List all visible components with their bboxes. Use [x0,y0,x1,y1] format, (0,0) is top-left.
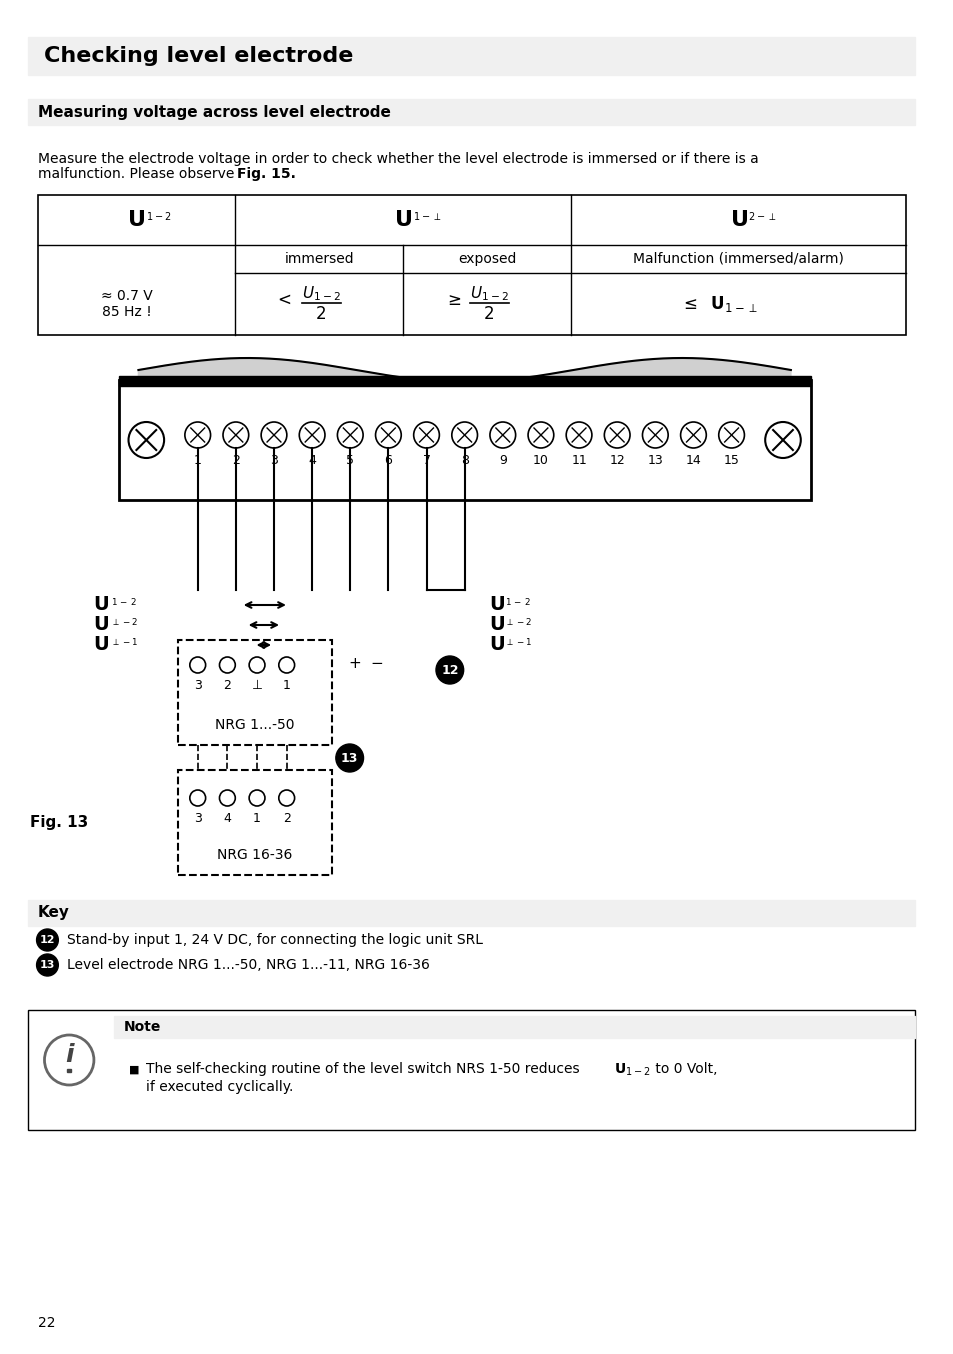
Bar [67,1070,71,1072]
Text: Fig. 13: Fig. 13 [30,815,88,830]
Text: Level electrode NRG 1...-50, NRG 1...-11, NRG 16-36: Level electrode NRG 1...-50, NRG 1...-11… [67,959,430,972]
Text: 8: 8 [460,454,468,467]
Text: $\mathbf{U}$: $\mathbf{U}$ [489,616,505,635]
Text: NRG 1...-50: NRG 1...-50 [215,718,294,733]
Text: $_{1 \,-\, 2}$: $_{1 \,-\, 2}$ [505,596,531,608]
Text: Measure the electrode voltage in order to check whether the level electrode is i: Measure the electrode voltage in order t… [37,152,758,167]
Text: +: + [349,655,361,670]
Text: ⊥: ⊥ [252,678,262,692]
Bar [28,900,915,926]
Text: i: i [65,1043,73,1067]
Text: 2: 2 [223,678,231,692]
Bar [178,640,332,745]
Bar [178,770,332,875]
Bar [118,380,810,500]
Text: 5: 5 [346,454,354,467]
Text: 2: 2 [315,305,326,324]
Text: $\mathbf{U}$: $\mathbf{U}$ [92,616,109,635]
Text: −: − [370,655,383,670]
Text: 12: 12 [40,936,55,945]
Text: 12: 12 [609,454,624,467]
Text: 3: 3 [193,812,201,825]
Text: $U_{1-2}$: $U_{1-2}$ [470,284,508,303]
Bar [28,99,915,125]
Text: 11: 11 [571,454,586,467]
Text: 13: 13 [340,751,358,765]
Text: Stand-by input 1, 24 V DC, for connecting the logic unit SRL: Stand-by input 1, 24 V DC, for connectin… [67,933,483,946]
Bar [118,376,810,386]
Text: $_{\perp-2}$: $_{\perp-2}$ [505,616,532,628]
Text: 1: 1 [282,678,291,692]
Text: 13: 13 [40,960,55,969]
Text: $_{2-\perp}$: $_{2-\perp}$ [747,209,776,223]
Text: 14: 14 [685,454,700,467]
Text: Malfunction (immersed/alarm): Malfunction (immersed/alarm) [633,252,843,265]
Text: <: < [277,291,292,309]
Text: 1: 1 [193,454,201,467]
Text: 3: 3 [193,678,201,692]
Text: $\mathbf{U}$: $\mathbf{U}$ [489,635,505,654]
Text: 7: 7 [422,454,430,467]
Text: $\mathbf{U}$: $\mathbf{U}$ [489,596,505,615]
Bar [113,1016,915,1039]
Text: $\mathbf{U}$: $\mathbf{U}$ [92,596,109,615]
Text: Checking level electrode: Checking level electrode [45,46,354,66]
Text: ■: ■ [129,1066,139,1075]
Text: to 0 Volt,: to 0 Volt, [650,1062,717,1076]
Polygon shape [138,357,790,382]
Text: 2: 2 [483,305,495,324]
Text: 4: 4 [223,812,231,825]
Text: 85 Hz !: 85 Hz ! [102,305,152,320]
Text: ≈ 0.7 V: ≈ 0.7 V [101,288,152,303]
Text: immersed: immersed [284,252,354,265]
Text: $\mathbf{U}$: $\mathbf{U}$ [128,210,145,230]
Bar [37,195,904,334]
Text: 10: 10 [533,454,548,467]
Text: 9: 9 [498,454,506,467]
Text: Measuring voltage across level electrode: Measuring voltage across level electrode [37,104,390,119]
Text: 15: 15 [723,454,739,467]
Text: 2: 2 [282,812,291,825]
Text: The self-checking routine of the level switch NRS 1-50 reduces: The self-checking routine of the level s… [146,1062,583,1076]
Text: if executed cyclically.: if executed cyclically. [146,1080,294,1094]
Text: $\leq$  $\mathbf{U}_{1-\perp}$: $\leq$ $\mathbf{U}_{1-\perp}$ [679,294,757,314]
Text: $_{\perp-2}$: $_{\perp-2}$ [111,616,137,628]
Text: 1: 1 [253,812,261,825]
Text: Fig. 15.: Fig. 15. [237,167,295,181]
Text: exposed: exposed [457,252,516,265]
Circle shape [335,743,363,772]
Bar [28,37,915,74]
Text: $_{\perp-1}$: $_{\perp-1}$ [111,635,137,649]
Text: 3: 3 [270,454,277,467]
Text: $\mathbf{U}_{1-2}$: $\mathbf{U}_{1-2}$ [614,1062,650,1078]
Text: $_{1-2}$: $_{1-2}$ [146,209,172,223]
Text: 12: 12 [440,663,458,677]
Text: $_{\perp-1}$: $_{\perp-1}$ [505,635,532,649]
Circle shape [36,929,58,951]
Text: 22: 22 [37,1316,55,1330]
Text: $\mathbf{U}$: $\mathbf{U}$ [394,210,412,230]
Text: malfunction. Please observe: malfunction. Please observe [37,167,238,181]
Text: NRG 16-36: NRG 16-36 [217,848,293,862]
Text: 2: 2 [232,454,239,467]
Text: Note: Note [124,1020,161,1034]
Text: $\geq$: $\geq$ [444,291,461,309]
Bar [28,1010,915,1131]
Text: $\mathbf{U}$: $\mathbf{U}$ [729,210,747,230]
Text: $_{1-\perp}$: $_{1-\perp}$ [413,209,441,223]
Text: $\mathbf{U}$: $\mathbf{U}$ [92,635,109,654]
Text: $_{1 \,-\, 2}$: $_{1 \,-\, 2}$ [111,596,136,608]
Text: 4: 4 [308,454,315,467]
Circle shape [436,655,463,684]
Text: 6: 6 [384,454,392,467]
Text: Key: Key [37,906,70,921]
Text: 13: 13 [647,454,662,467]
Text: $U_{1-2}$: $U_{1-2}$ [301,284,340,303]
Circle shape [36,955,58,976]
